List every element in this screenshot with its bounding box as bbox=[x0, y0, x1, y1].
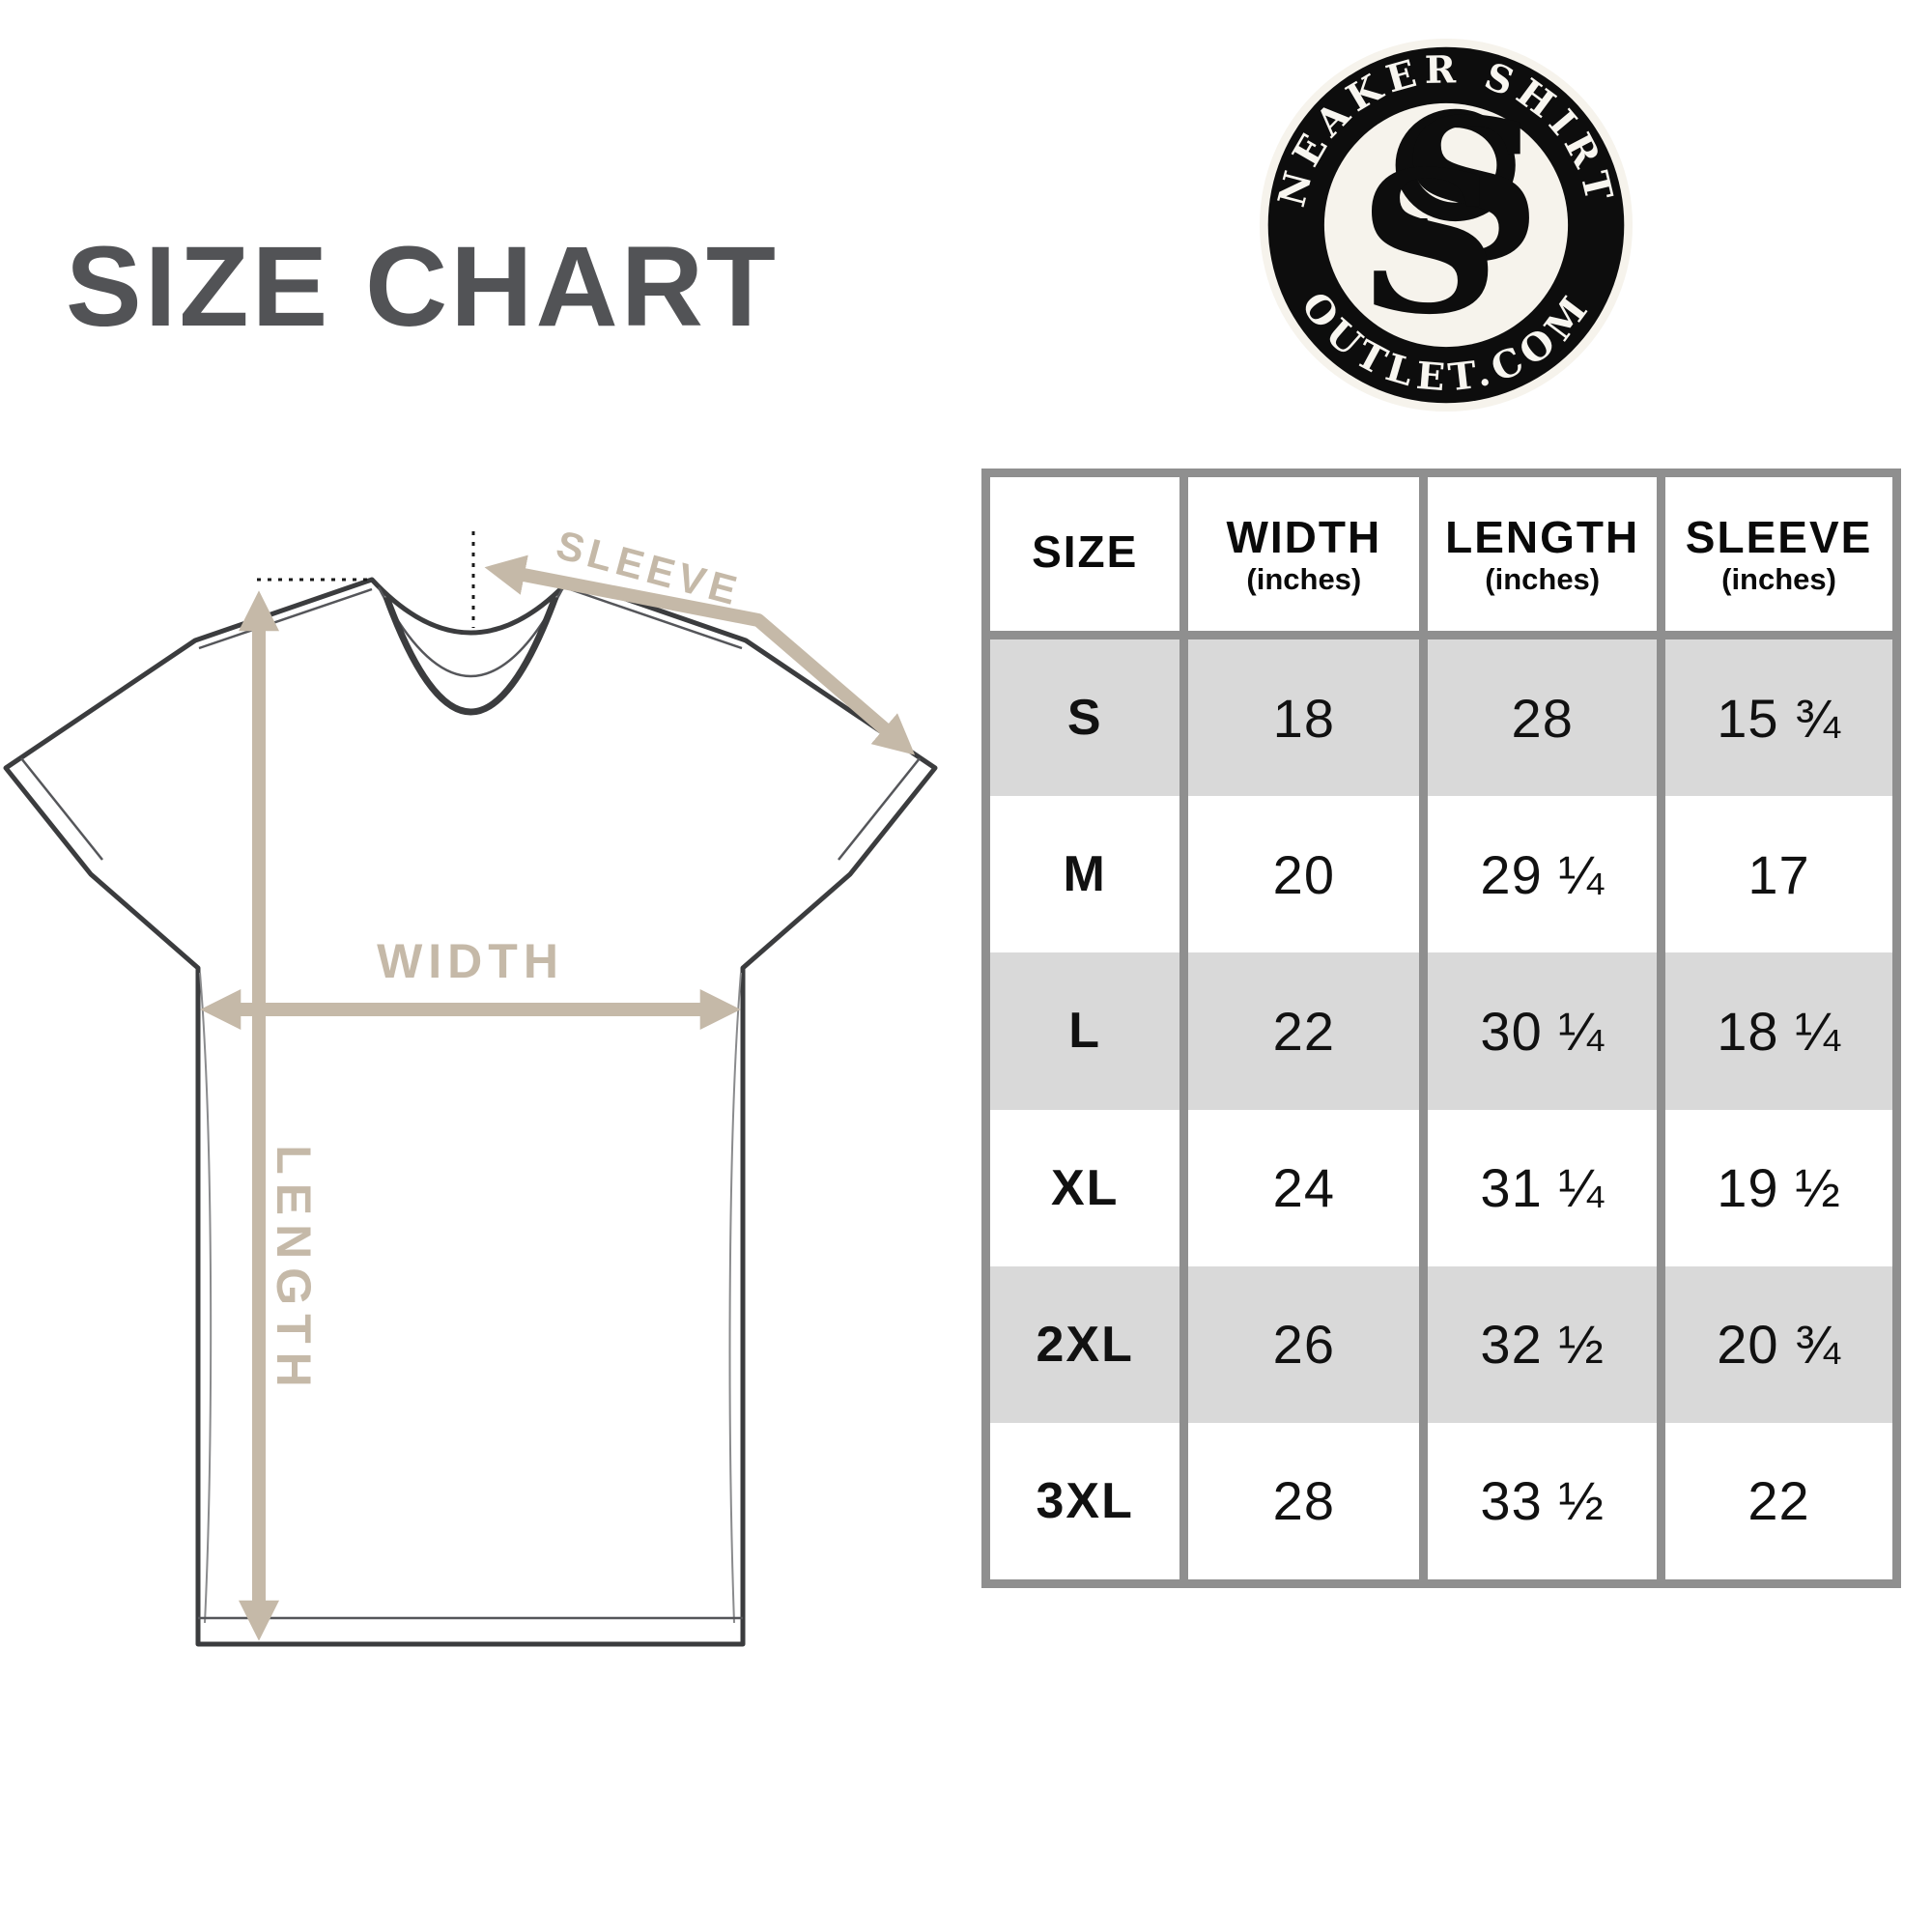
header-cell-width: WIDTH (inches) bbox=[1188, 477, 1420, 631]
cell-width-s: 18 bbox=[1188, 639, 1420, 797]
brand-logo-badge: SNEAKER SHIRTS OUTLET.COM S S bbox=[1259, 38, 1634, 412]
cell-width-3xl: 28 bbox=[1188, 1422, 1420, 1579]
cell-size-m: M bbox=[990, 796, 1180, 953]
header-cell-sleeve: SLEEVE (inches) bbox=[1665, 477, 1892, 631]
cell-length-s: 28 bbox=[1428, 639, 1658, 797]
header-cell-length: LENGTH (inches) bbox=[1428, 477, 1658, 631]
cell-length-2xl: 32 ½ bbox=[1428, 1265, 1658, 1423]
header-label: WIDTH bbox=[1226, 511, 1382, 562]
header-sub: (inches) bbox=[1485, 562, 1601, 597]
left-cuff-stitch bbox=[20, 757, 103, 861]
header-label: SLEEVE bbox=[1685, 511, 1873, 562]
cell-sleeve-s: 15 ¾ bbox=[1665, 639, 1892, 797]
left-side-seam bbox=[199, 972, 213, 1624]
cell-sleeve-m: 17 bbox=[1665, 796, 1892, 953]
brand-logo-svg: SNEAKER SHIRTS OUTLET.COM S S bbox=[1259, 38, 1634, 412]
cell-size-2xl: 2XL bbox=[990, 1265, 1180, 1423]
cell-length-m: 29 ¼ bbox=[1428, 796, 1658, 953]
length-label: LENGTH bbox=[267, 1145, 321, 1396]
cell-size-l: L bbox=[990, 952, 1180, 1110]
cell-size-s: S bbox=[990, 639, 1180, 797]
logo-monogram: S S bbox=[1359, 76, 1541, 357]
cell-length-xl: 31 ¼ bbox=[1428, 1109, 1658, 1266]
tshirt-diagram-svg: WIDTH LENGTH SLEEVE bbox=[3, 522, 938, 1647]
right-side-seam bbox=[728, 972, 742, 1624]
monogram-s-bottom: S bbox=[1359, 128, 1500, 357]
header-label: LENGTH bbox=[1445, 511, 1640, 562]
cell-size-xl: XL bbox=[990, 1109, 1180, 1266]
tshirt-measurement-diagram: WIDTH LENGTH SLEEVE bbox=[0, 473, 966, 1652]
cell-sleeve-l: 18 ¼ bbox=[1665, 952, 1892, 1110]
header-cell-size: SIZE bbox=[990, 477, 1180, 631]
cell-width-m: 20 bbox=[1188, 796, 1420, 953]
tshirt-outline bbox=[3, 577, 938, 1647]
cell-sleeve-3xl: 22 bbox=[1665, 1422, 1892, 1579]
sleeve-arrow bbox=[484, 554, 916, 755]
page-title: SIZE CHART bbox=[66, 223, 779, 351]
cell-length-3xl: 33 ½ bbox=[1428, 1422, 1658, 1579]
width-label: WIDTH bbox=[377, 934, 564, 988]
size-table-header: SIZE WIDTH (inches) LENGTH (inches) SLEE… bbox=[990, 477, 1892, 631]
cell-width-2xl: 26 bbox=[1188, 1265, 1420, 1423]
cell-width-l: 22 bbox=[1188, 952, 1420, 1110]
monogram-s-top: S bbox=[1400, 76, 1541, 305]
header-sub: (inches) bbox=[1721, 562, 1836, 597]
size-table: SIZE WIDTH (inches) LENGTH (inches) SLEE… bbox=[981, 469, 1901, 1588]
cell-width-xl: 24 bbox=[1188, 1109, 1420, 1266]
cell-sleeve-xl: 19 ½ bbox=[1665, 1109, 1892, 1266]
cell-size-3xl: 3XL bbox=[990, 1422, 1180, 1579]
monogram-o-ring bbox=[1395, 108, 1516, 222]
header-label: SIZE bbox=[1032, 526, 1139, 578]
size-table-body: S 18 28 15 ¾ M 20 29 ¼ 17 L 22 30 ¼ 18 ¼… bbox=[990, 639, 1892, 1579]
header-sub: (inches) bbox=[1246, 562, 1362, 597]
left-shoulder-stitch bbox=[198, 587, 373, 650]
cell-sleeve-2xl: 20 ¾ bbox=[1665, 1265, 1892, 1423]
right-cuff-stitch bbox=[838, 757, 921, 861]
cell-length-l: 30 ¼ bbox=[1428, 952, 1658, 1110]
